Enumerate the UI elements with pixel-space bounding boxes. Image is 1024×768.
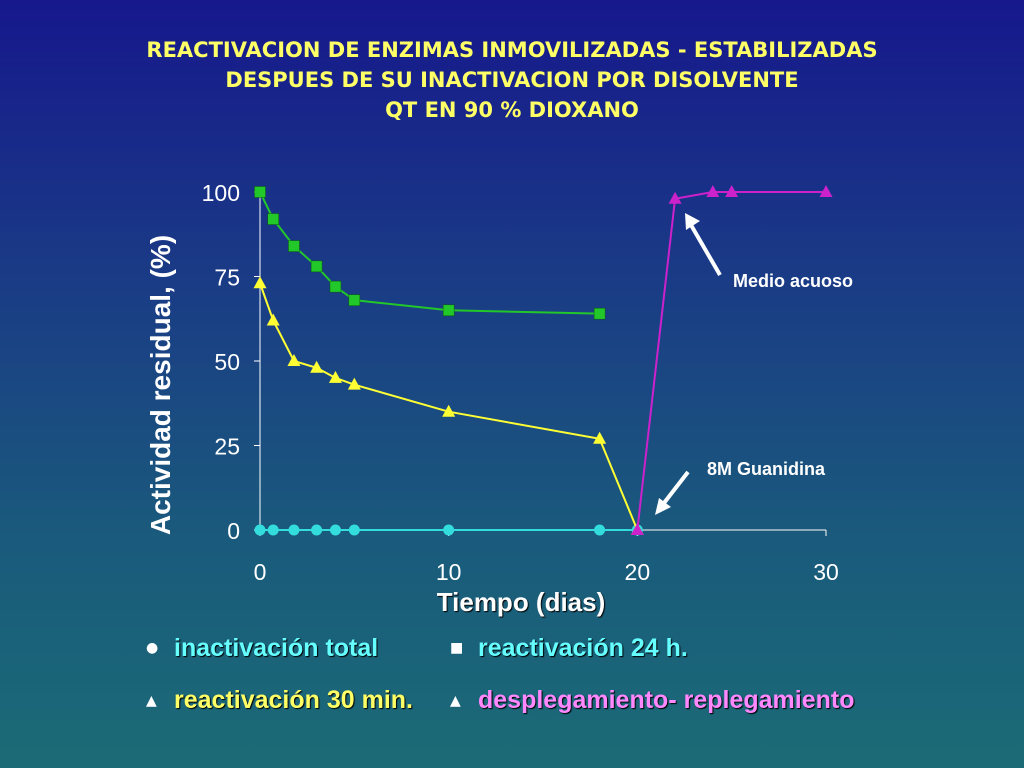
legend-triangle-icon: ▲ (146, 693, 157, 709)
guanidina-arrow (662, 470, 690, 505)
data-point-circle (288, 524, 300, 536)
data-point-square (329, 280, 342, 293)
legend-circle-icon: ● (146, 640, 159, 656)
legend-triangle-icon: ▲ (450, 693, 461, 709)
data-point-square (310, 260, 323, 273)
medio-acuoso-arrow (689, 223, 722, 277)
legend-reactivacion-24h: reactivación 24 h. (478, 634, 688, 662)
data-point-circle (348, 524, 360, 536)
data-point-square (348, 294, 361, 306)
x-tick-label: 0 (254, 559, 267, 585)
data-point-triangle (442, 404, 456, 417)
y-tick-label: 25 (214, 434, 240, 460)
annotation-medio-acuoso: Medio acuoso (733, 271, 853, 291)
legend-desplegamiento: desplegamiento- replegamiento (478, 686, 855, 714)
y-tick-label: 100 (202, 180, 240, 206)
data-point-triangle (630, 523, 644, 535)
series-line (259, 191, 600, 315)
data-point-triangle (347, 377, 361, 390)
data-point-triangle (819, 185, 833, 197)
data-point-square (254, 186, 266, 198)
chart-title-line-1: REACTIVACION DE ENZIMAS INMOVILIZADAS - … (146, 38, 878, 62)
x-tick-label: 10 (436, 559, 462, 585)
data-point-triangle (668, 191, 682, 204)
data-point-square (267, 213, 279, 225)
data-point-triangle (593, 431, 607, 444)
data-point-triangle (253, 276, 267, 289)
x-tick-label: 20 (625, 559, 651, 585)
data-point-circle (594, 524, 606, 536)
chart-title-line-2: DESPUES DE SU INACTIVACION POR DISOLVENT… (225, 68, 799, 92)
annotation-guanidina: 8M Guanidina (707, 459, 826, 479)
line-chart: 0 25 50 75 100 0 10 20 30 Tiempo (dias) Actividad … (145, 180, 853, 617)
data-point-triangle (706, 185, 720, 197)
legend-inactivacion-total: inactivación total (174, 634, 379, 662)
legend-reactivacion-30min: reactivación 30 min. (174, 686, 414, 714)
legend-square-icon: ■ (450, 640, 464, 656)
x-tick-label: 30 (813, 559, 839, 585)
data-point-circle (254, 524, 266, 536)
data-point-triangle (287, 354, 301, 366)
data-point-square (593, 307, 606, 320)
medio-acuoso-arrowhead (685, 213, 700, 230)
data-point-circle (329, 524, 341, 536)
y-tick-label: 0 (227, 518, 240, 544)
guanidina-arrowhead (655, 498, 671, 515)
data-point-triangle (266, 313, 280, 326)
y-tick-label: 75 (214, 265, 240, 291)
data-point-circle (311, 524, 323, 536)
data-point-circle (267, 524, 279, 536)
data-point-triangle (725, 185, 739, 197)
y-axis-label: Actividad residual, (%) (145, 235, 176, 535)
series-line (636, 191, 826, 531)
y-tick-label: 50 (214, 349, 240, 375)
data-point-square (288, 240, 300, 252)
data-point-triangle (310, 360, 324, 373)
chart-title-line-3: QT EN 90 % DIOXANO (385, 98, 639, 122)
x-axis-label: Tiempo (dias) (437, 587, 606, 617)
data-point-circle (443, 524, 455, 536)
data-point-triangle (328, 370, 342, 383)
data-point-square (442, 304, 455, 317)
